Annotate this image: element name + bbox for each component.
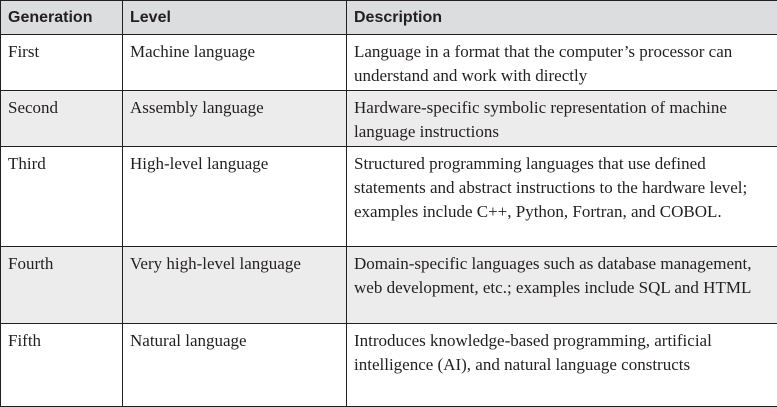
cell-generation: First <box>1 35 123 91</box>
cell-description: Domain-specific languages such as databa… <box>347 247 777 324</box>
header-row: Generation Level Description <box>1 1 777 35</box>
cell-level: High-level language <box>123 147 347 247</box>
cell-level: Assembly language <box>123 91 347 147</box>
cell-level: Machine language <box>123 35 347 91</box>
header-level: Level <box>123 1 347 35</box>
header-generation: Generation <box>1 1 123 35</box>
cell-description: Language in a format that the computer’s… <box>347 35 777 91</box>
cell-generation: Fifth <box>1 324 123 407</box>
cell-generation: Third <box>1 147 123 247</box>
cell-level: Natural language <box>123 324 347 407</box>
cell-description: Introduces knowledge-based programming, … <box>347 324 777 407</box>
table-body: First Machine language Language in a for… <box>1 35 777 407</box>
cell-description: Structured programming languages that us… <box>347 147 777 247</box>
cell-generation: Fourth <box>1 247 123 324</box>
header-description: Description <box>347 1 777 35</box>
cell-level: Very high-level language <box>123 247 347 324</box>
cell-generation: Second <box>1 91 123 147</box>
table-header: Generation Level Description <box>1 1 777 35</box>
table-row: Third High-level language Structured pro… <box>1 147 777 247</box>
table-row: Fifth Natural language Introduces knowle… <box>1 324 777 407</box>
table-row: First Machine language Language in a for… <box>1 35 777 91</box>
table-row: Fourth Very high-level language Domain-s… <box>1 247 777 324</box>
table-row: Second Assembly language Hardware-specif… <box>1 91 777 147</box>
cell-description: Hardware-specific symbolic representatio… <box>347 91 777 147</box>
